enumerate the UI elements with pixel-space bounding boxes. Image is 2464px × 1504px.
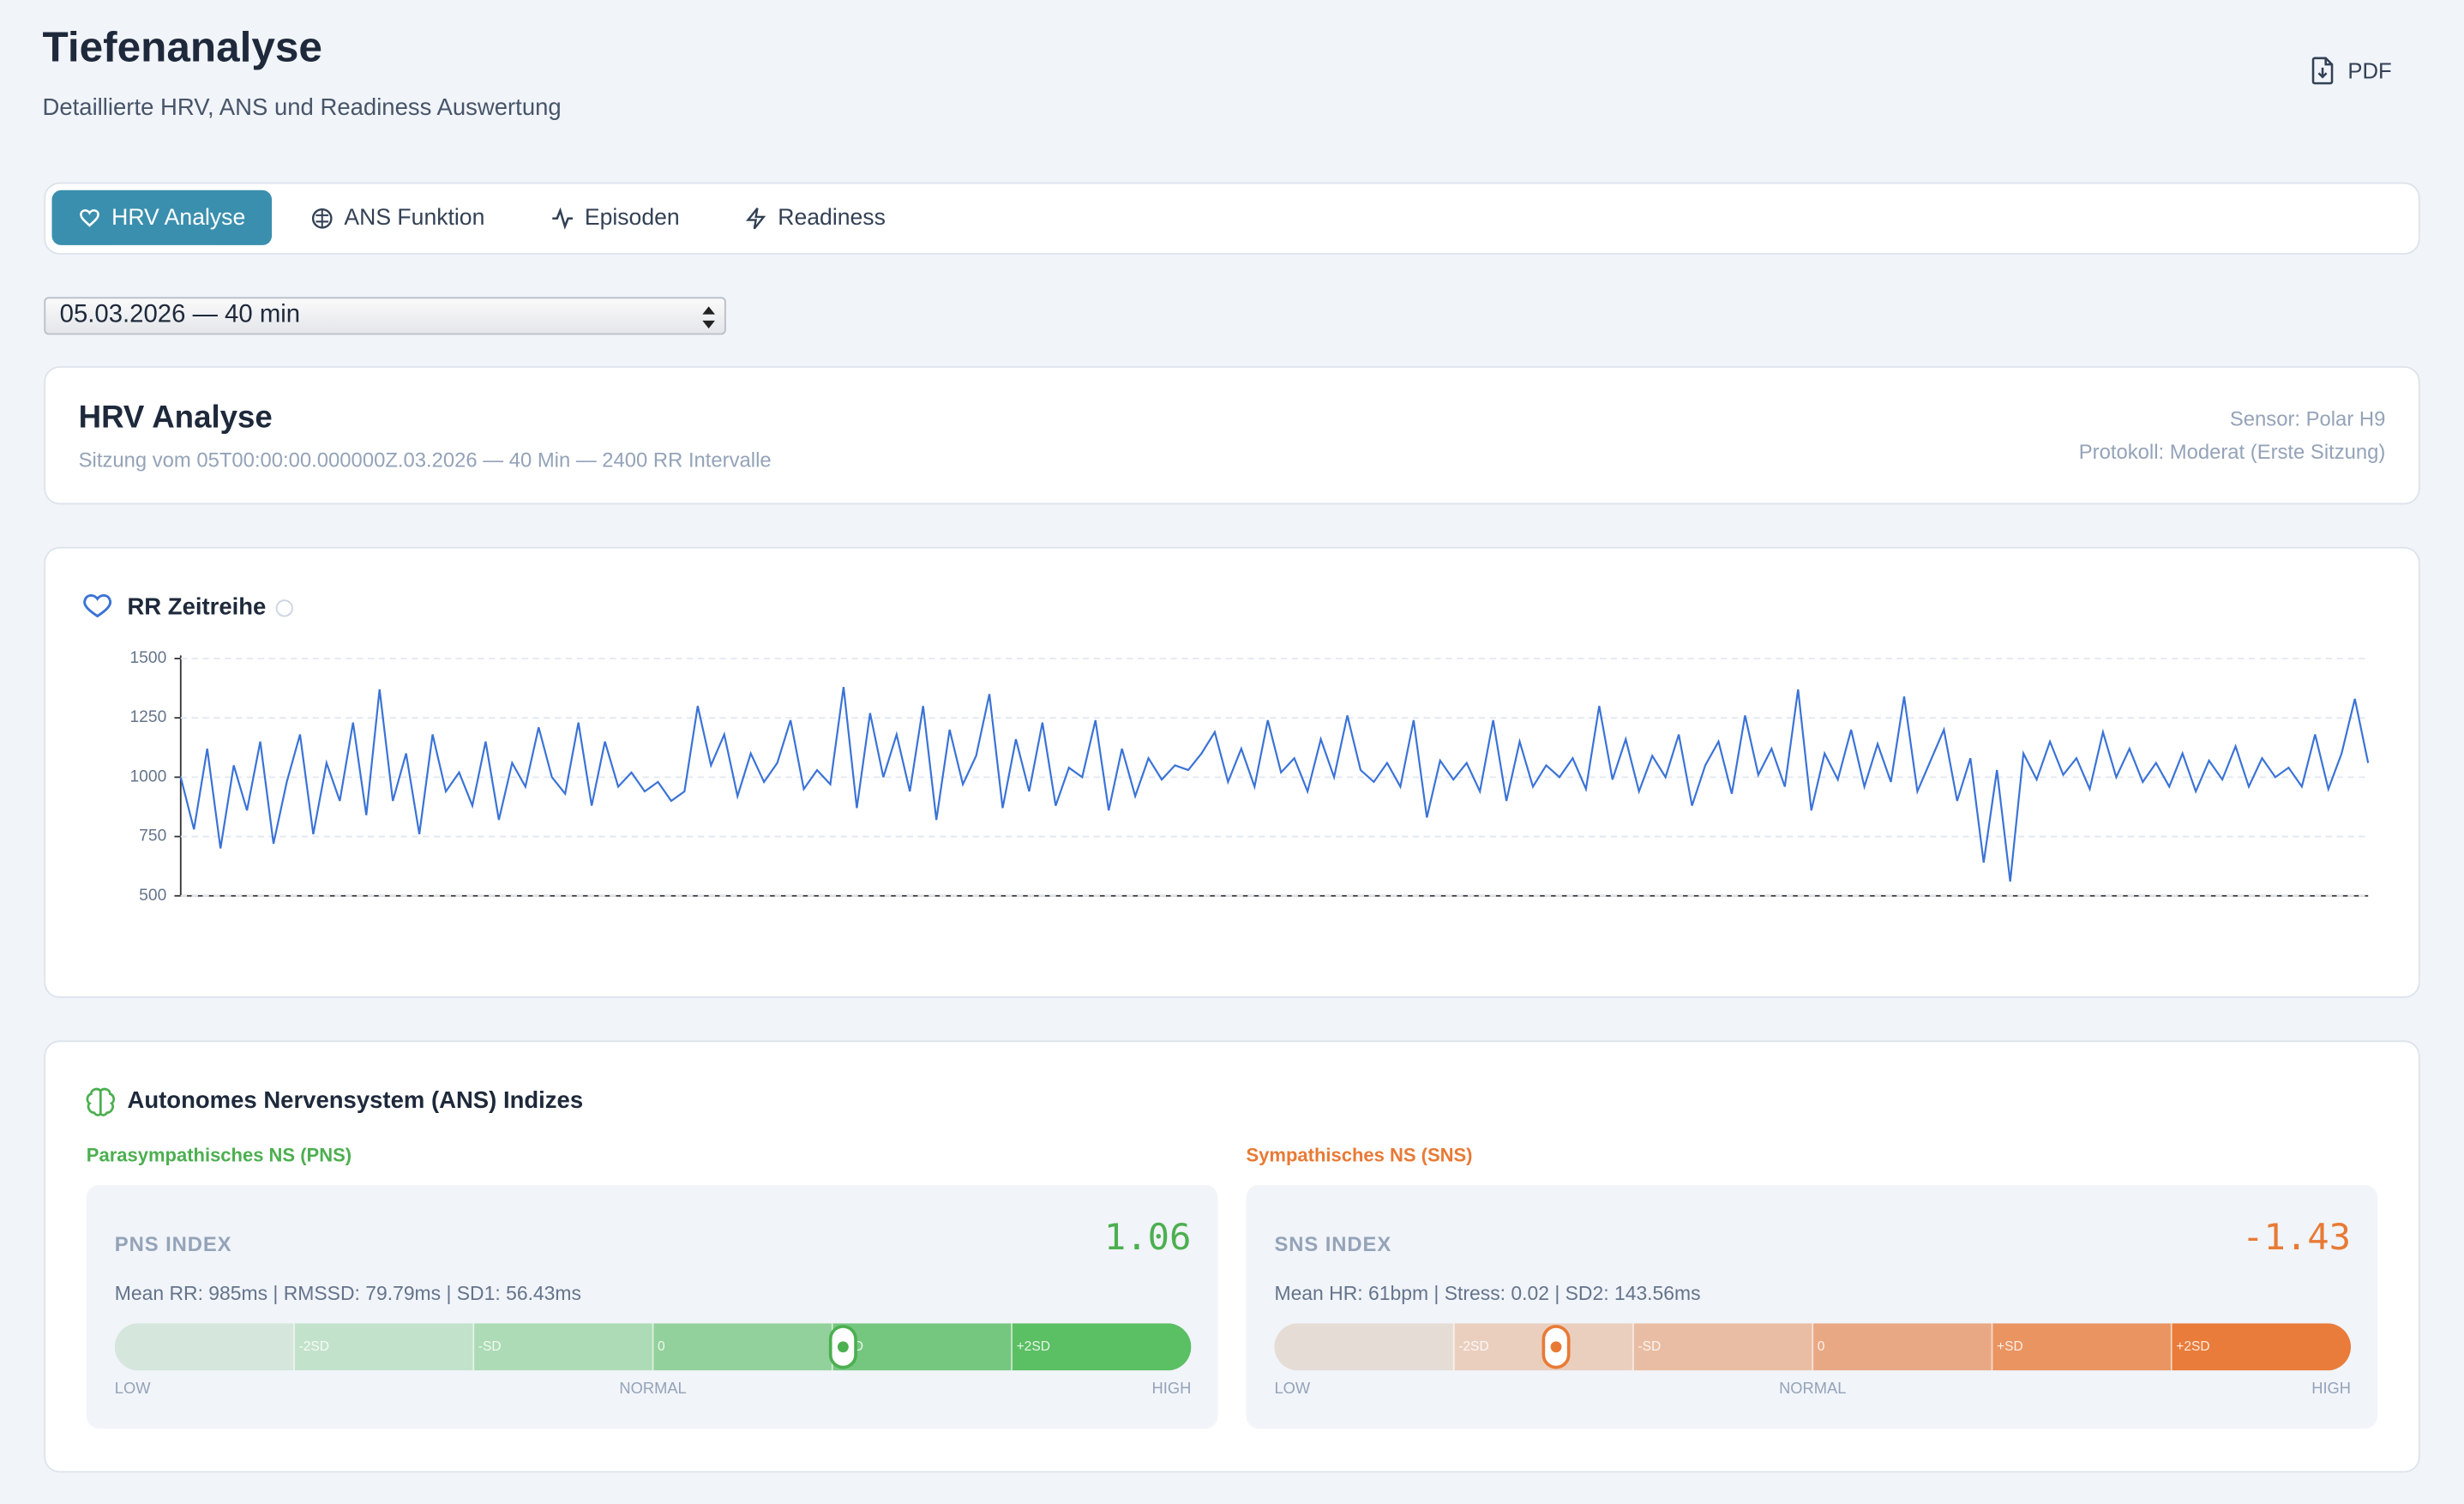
gauge-segment <box>473 1323 653 1371</box>
scale-label: LOW <box>1274 1379 1310 1397</box>
gauge-heading: Parasympathisches NS (PNS) <box>86 1144 352 1167</box>
y-tick-label: 1000 <box>129 767 166 785</box>
tab-bar: HRV Analyse ANS Funktion Episoden Readiness <box>44 182 2420 255</box>
hrv-card-subtitle: Sitzung vom 05T00:00:00.000000Z.03.2026 … <box>78 448 772 472</box>
scale-label: HIGH <box>2311 1379 2351 1397</box>
brain-icon <box>86 1087 116 1116</box>
gauge-segment <box>1812 1323 1992 1371</box>
gauge-segment <box>1992 1323 2172 1371</box>
gauge-details: Mean RR: 985ms | RMSSD: 79.79ms | SD1: 5… <box>114 1282 581 1305</box>
y-tick-label: 750 <box>139 827 166 845</box>
tab-icon <box>745 207 766 229</box>
page-title: Tiefenanalyse <box>42 23 322 71</box>
segments <box>1274 1323 2352 1371</box>
tab-label: Readiness <box>778 205 886 231</box>
gauge-segment <box>832 1323 1013 1371</box>
sensor: Sensor: Polar H9 <box>2229 406 2386 431</box>
gauge-value: -1.43 <box>2242 1218 2352 1260</box>
scale-label: NORMAL <box>1779 1379 1846 1397</box>
y-tick-label: 1250 <box>129 708 166 726</box>
page-subtitle: Detaillierte HRV, ANS und Readiness Ausw… <box>42 93 562 122</box>
tab[interactable]: HRV Analyse <box>51 190 273 245</box>
y-tick-label: 1500 <box>129 649 166 667</box>
scale-label: HIGH <box>1152 1379 1192 1397</box>
tab[interactable]: Episoden <box>525 190 706 245</box>
hrv-card-title: HRV Analyse <box>78 400 273 436</box>
gauge-segment <box>114 1323 295 1371</box>
hrv-card: HRV Analyse Sitzung vom 05T00:00:00.0000… <box>44 366 2420 505</box>
ans-card: Autonomes Nervensystem (ANS) Indizes Par… <box>44 1040 2420 1473</box>
tab-label: HRV Analyse <box>111 205 246 231</box>
gauge-label: SNS INDEX <box>1274 1231 1392 1256</box>
gauge-bar: -2SD -SD 0 +SD +2SD LOW NORMAL HIGH <box>1274 1323 2352 1397</box>
y-tick-label: 500 <box>139 887 166 905</box>
tab-label: ANS Funktion <box>344 205 485 231</box>
gauge-marker-dot <box>837 1341 849 1353</box>
gauge-panel: SNS INDEX -1.43 Mean HR: 61bpm | Stress: 0… <box>1246 1185 2378 1429</box>
gauge-segment <box>294 1323 474 1371</box>
tab-icon <box>80 208 99 226</box>
tab-icon <box>552 207 574 229</box>
protocol: Protokoll: Moderat (Erste Sitzung) <box>2078 440 2386 464</box>
gauge-segment <box>652 1323 832 1371</box>
gauge-tick-label: +2SD <box>2176 1339 2209 1354</box>
ans-title: Autonomes Nervensystem (ANS) Indizes <box>127 1087 584 1115</box>
pdf-icon <box>2311 57 2334 85</box>
rr-card: RR Zeitreihe 500 750 1000 1250 1500 <box>44 546 2420 998</box>
tab[interactable]: ANS Funktion <box>285 190 512 245</box>
heart-icon <box>83 593 112 618</box>
gauge-segment <box>1274 1323 1454 1371</box>
scale-label: NORMAL <box>619 1379 686 1397</box>
gauge-tick-label: -2SD <box>299 1339 329 1354</box>
gauge-panel: PNS INDEX 1.06 Mean RR: 985ms | RMSSD: 79.… <box>86 1185 1218 1429</box>
scale-label: LOW <box>115 1379 151 1397</box>
session-select[interactable]: 05.03.2026 — 40 min <box>44 297 726 335</box>
gauge-segment <box>2171 1323 2352 1371</box>
info-icon <box>275 599 293 617</box>
gauge-tick-label: 0 <box>1818 1339 1825 1354</box>
tab-icon <box>311 208 333 228</box>
gauge-tick-label: +2SD <box>1017 1339 1050 1354</box>
gauge-tick-label: 0 <box>658 1339 665 1354</box>
gauge-segment <box>1632 1323 1813 1371</box>
gauge-segment <box>1012 1323 1192 1371</box>
session-select-value: 05.03.2026 — 40 min <box>59 301 301 329</box>
gauge-marker-dot <box>1550 1341 1562 1353</box>
segments <box>114 1323 1192 1371</box>
pdf-button[interactable]: PDF <box>2310 57 2392 85</box>
gauge-tick-label: +SD <box>1997 1339 2023 1354</box>
gauge-heading: Sympathisches NS (SNS) <box>1246 1144 1473 1167</box>
rr-chart: RR Zeitreihe 500 750 1000 1250 1500 <box>83 593 2370 905</box>
select-arrows <box>702 306 715 329</box>
tab[interactable]: Readiness <box>718 190 912 245</box>
chart-title: RR Zeitreihe <box>127 593 266 620</box>
gauge-label: PNS INDEX <box>114 1231 232 1256</box>
gauge-tick-label: -2SD <box>1458 1339 1488 1354</box>
gauge-tick-label: -SD <box>478 1339 502 1354</box>
gauge-value: 1.06 <box>1103 1218 1192 1260</box>
gauge-details: Mean HR: 61bpm | Stress: 0.02 | SD2: 143… <box>1274 1282 1701 1305</box>
pdf-label: PDF <box>2347 57 2392 84</box>
gauge-tick-label: -SD <box>1638 1339 1661 1354</box>
tab-label: Episoden <box>584 205 680 231</box>
rr-line <box>179 687 2370 882</box>
